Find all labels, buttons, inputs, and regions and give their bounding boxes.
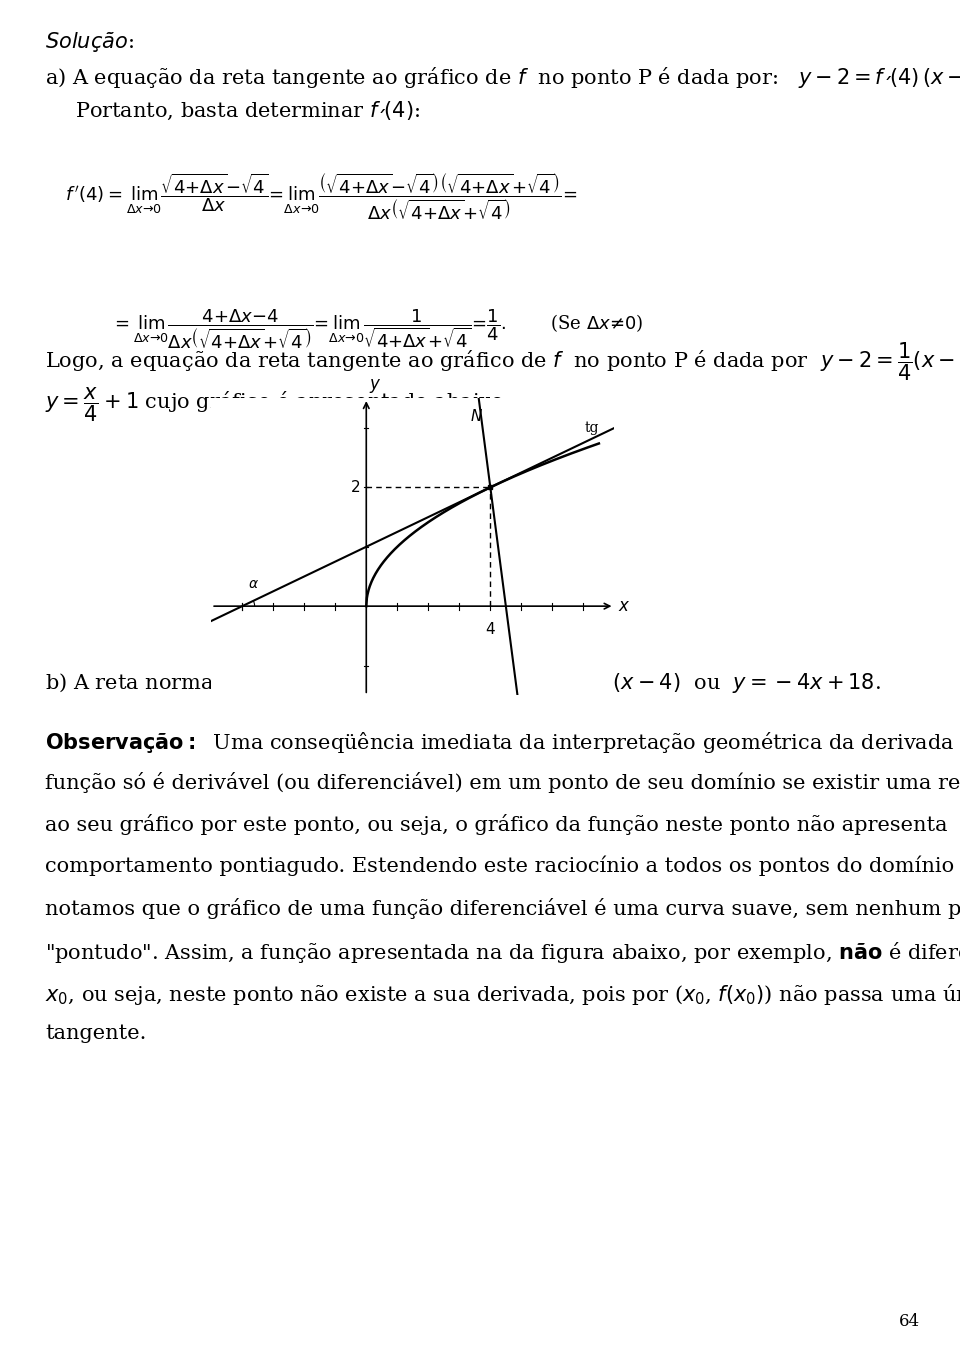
Text: $f\,'(4) = \lim_{\Delta x \to 0} \dfrac{\sqrt{4+\Delta x}-\sqrt{4}}{\Delta x} = : $f\,'(4) = \lim_{\Delta x \to 0} \dfrac{… bbox=[65, 170, 578, 221]
Text: comportamento pontiagudo. Estendendo este raciocínio a todos os pontos do domíni: comportamento pontiagudo. Estendendo est… bbox=[45, 856, 960, 876]
Text: 64: 64 bbox=[899, 1314, 920, 1330]
Text: $y$: $y$ bbox=[370, 377, 382, 396]
Text: $N$: $N$ bbox=[469, 408, 483, 424]
Text: notamos que o gráfico de uma função diferenciável é uma curva suave, sem nenhum : notamos que o gráfico de uma função dife… bbox=[45, 898, 960, 919]
Text: $\it{Solução}$:: $\it{Solução}$: bbox=[45, 30, 134, 54]
Text: a) A equação da reta tangente ao gráfico de $f$  no ponto P é dada por:   $y-2=f: a) A equação da reta tangente ao gráfico… bbox=[45, 65, 960, 90]
Text: $x_0$, ou seja, neste ponto não existe a sua derivada, pois por ($x_0$, $f(x_0)$: $x_0$, ou seja, neste ponto não existe a… bbox=[45, 981, 960, 1007]
Text: tangente.: tangente. bbox=[45, 1025, 146, 1044]
Text: Logo, a equação da reta tangente ao gráfico de $f$  no ponto P é dada por  $y-2=: Logo, a equação da reta tangente ao gráf… bbox=[45, 340, 960, 382]
Text: $= \lim_{\Delta x \to 0} \dfrac{4+\Delta x-4}{\Delta x\left(\sqrt{4+\Delta x}+\s: $= \lim_{\Delta x \to 0} \dfrac{4+\Delta… bbox=[111, 308, 643, 351]
Text: Portanto, basta determinar $f\,\acute{\,}(4)$:: Portanto, basta determinar $f\,\acute{\,… bbox=[75, 100, 420, 123]
Text: função só é derivável (ou diferenciável) em um ponto de seu domínio se existir u: função só é derivável (ou diferenciável)… bbox=[45, 772, 960, 792]
Text: $4$: $4$ bbox=[485, 621, 495, 637]
Text: $\mathbf{Observação:}$  Uma conseqüência imediata da interpretação geométrica da: $\mathbf{Observação:}$ Uma conseqüência … bbox=[45, 730, 960, 755]
Text: tg: tg bbox=[585, 421, 599, 435]
Text: $x$: $x$ bbox=[617, 598, 630, 614]
Text: $y=\dfrac{x}{4}+1$ cujo gráfico é apresentado abaixo:: $y=\dfrac{x}{4}+1$ cujo gráfico é aprese… bbox=[45, 385, 510, 424]
Text: b) A reta normal, por sua vez, é dada por  $y-2=-4\,(x-4)$  ou  $y=-4x+18$.: b) A reta normal, por sua vez, é dada po… bbox=[45, 670, 881, 695]
Text: $\alpha$: $\alpha$ bbox=[249, 578, 259, 591]
Text: ao seu gráfico por este ponto, ou seja, o gráfico da função neste ponto não apre: ao seu gráfico por este ponto, ou seja, … bbox=[45, 814, 948, 836]
Text: $2$: $2$ bbox=[350, 479, 360, 495]
Text: "pontudo". Assim, a função apresentada na da figura abaixo, por exemplo, $\mathb: "pontudo". Assim, a função apresentada n… bbox=[45, 940, 960, 965]
